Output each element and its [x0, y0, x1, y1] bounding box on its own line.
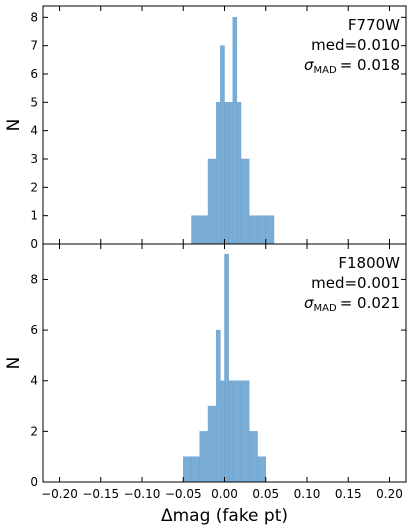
bars-f1800w	[183, 253, 266, 483]
x-axis: −0.20 −0.15 −0.10 −0.05 0.00 0.05 0.10 0.15 0.20	[41, 487, 403, 501]
y-tick-label-f1800w-0: 0	[30, 475, 38, 489]
bar-f1800w-1	[191, 456, 200, 483]
panel-f1800w: 0 2 4 6 8 N F1800W med=0.001 σMAD = 0.021	[4, 243, 407, 489]
bar-f1800w-5	[220, 380, 225, 483]
y-tick-label-f770w-5: 5	[30, 95, 38, 109]
x-tick-label-1: −0.15	[82, 487, 119, 501]
x-tick-label-8: 0.20	[376, 487, 403, 501]
median-label-f1800w: med=0.001	[311, 274, 400, 292]
y-tick-label-f1800w-3: 6	[30, 323, 38, 337]
bar-f1800w-9	[240, 380, 250, 483]
ticks-f770w: 0 1 2 3 4 5 6 7 8	[30, 6, 406, 251]
panel-f770w: 0 1 2 3 4 5 6 7 8 N F770W med=0.010 σMAD = 0.018	[4, 5, 407, 251]
bar-f770w-10	[257, 215, 266, 245]
bar-f770w-0	[191, 215, 209, 245]
x-tick-label-4: 0.00	[211, 487, 238, 501]
bars-f770w	[191, 17, 275, 245]
x-tick-label-7: 0.15	[335, 487, 362, 501]
bar-f1800w-11	[257, 456, 266, 483]
bar-f1800w-8	[232, 380, 242, 483]
bar-f770w-6	[232, 17, 238, 245]
x-tick-label-2: −0.10	[124, 487, 161, 501]
y-tick-label-f770w-8: 8	[30, 10, 38, 24]
y-tick-label-f770w-4: 4	[30, 124, 38, 138]
sigma-label-f770w: σMAD = 0.018	[304, 56, 400, 76]
bar-f1800w-10	[249, 431, 258, 483]
y-tick-label-f1800w-1: 2	[30, 424, 38, 438]
filter-label-f770w: F770W	[348, 16, 400, 34]
bar-f770w-3	[220, 45, 225, 245]
bar-f1800w-4	[216, 329, 221, 483]
bar-f770w-1	[207, 158, 217, 245]
y-tick-label-f770w-0: 0	[30, 237, 38, 251]
frame-f1800w	[42, 243, 407, 483]
bar-f770w-5	[228, 102, 233, 245]
bar-f770w-8	[240, 158, 250, 245]
bar-f1800w-6	[224, 253, 229, 483]
y-axis-label-f1800w: N	[4, 357, 24, 370]
y-tick-label-f1800w-4: 8	[30, 272, 38, 286]
y-axis-label-f770w: N	[4, 119, 24, 132]
bar-f1800w-3	[207, 405, 217, 483]
bar-f770w-4	[224, 102, 229, 245]
x-tick-label-6: 0.10	[294, 487, 321, 501]
x-tick-label-0: −0.20	[41, 487, 78, 501]
bar-f770w-9	[249, 215, 258, 245]
sigma-value-f770w: = 0.018	[340, 56, 400, 74]
bar-f1800w-2	[199, 431, 209, 483]
y-tick-label-f770w-1: 1	[30, 209, 38, 223]
bar-f1800w-7	[228, 380, 233, 483]
y-tick-label-f770w-2: 2	[30, 180, 38, 194]
x-axis-label: Δmag (fake pt)	[161, 506, 288, 526]
y-tick-label-f770w-6: 6	[30, 67, 38, 81]
filter-label-f1800w: F1800W	[338, 254, 400, 272]
x-tick-label-3: −0.05	[165, 487, 202, 501]
x-tick-label-5: 0.05	[252, 487, 279, 501]
bar-f770w-11	[265, 215, 275, 245]
sigma-label-f1800w: σMAD = 0.021	[304, 294, 400, 314]
median-label-f770w: med=0.010	[311, 36, 400, 54]
bar-f1800w-0	[183, 456, 192, 483]
bar-f770w-2	[216, 102, 221, 245]
bar-f770w-7	[236, 102, 242, 245]
y-tick-label-f1800w-2: 4	[30, 374, 38, 388]
y-tick-label-f770w-3: 3	[30, 152, 38, 166]
y-tick-label-f770w-7: 7	[30, 39, 38, 53]
sigma-value-f1800w: = 0.021	[340, 294, 400, 312]
